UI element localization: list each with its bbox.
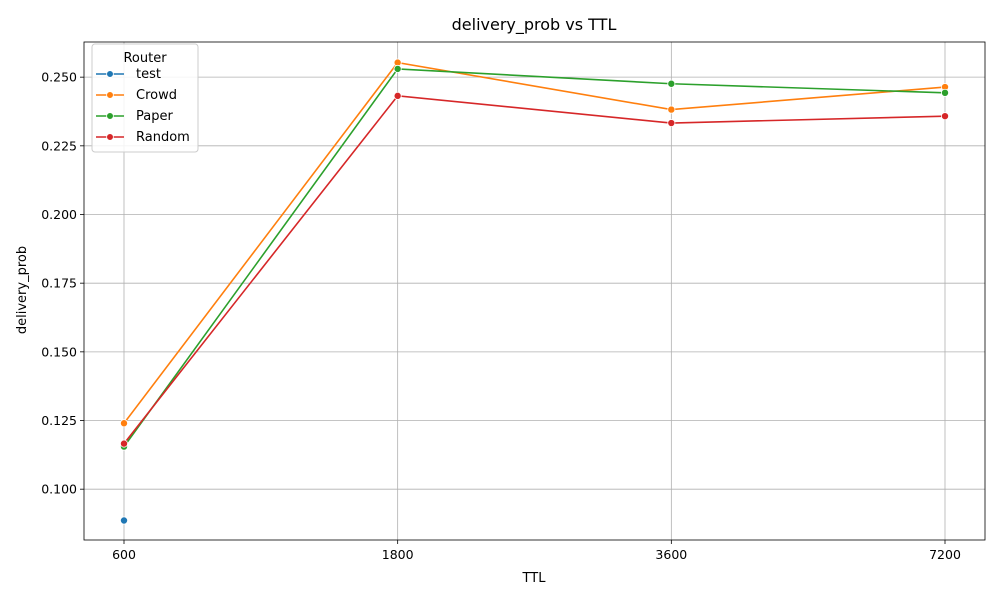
data-point	[941, 112, 950, 121]
legend-item-paper: Paper	[96, 109, 173, 124]
x-tick-label: 1800	[382, 547, 414, 562]
series-layer	[120, 58, 950, 525]
legend-box	[91, 43, 199, 153]
y-tick-label: 0.100	[41, 482, 77, 497]
legend-swatch-marker	[106, 91, 114, 99]
x-axis: 600 1800 3600 7200	[112, 540, 961, 562]
data-point	[393, 64, 402, 73]
x-tick-label: 600	[112, 547, 136, 562]
legend-label: Random	[136, 130, 190, 145]
data-point	[393, 91, 402, 100]
y-tick-label: 0.175	[41, 276, 77, 291]
legend-item-random: Random	[96, 130, 190, 145]
data-point	[667, 79, 676, 88]
legend-swatch-marker	[106, 112, 114, 120]
y-axis: 0.100 0.125 0.150 0.175 0.200 0.225 0.250	[41, 70, 84, 497]
grid-lines	[84, 42, 985, 540]
data-point	[120, 439, 129, 448]
series-random	[120, 91, 950, 448]
x-tick-label: 7200	[929, 547, 961, 562]
data-point	[120, 516, 129, 525]
legend-item-crowd: Crowd	[96, 88, 177, 103]
data-point	[120, 419, 129, 428]
y-tick-label: 0.125	[41, 413, 77, 428]
y-tick-label: 0.200	[41, 207, 77, 222]
series-line	[123, 94, 946, 445]
legend-swatch-marker	[106, 133, 114, 141]
data-point	[667, 105, 676, 114]
y-axis-label: delivery_prob	[15, 246, 30, 334]
legend-items: test Crowd Paper Random	[96, 67, 190, 145]
legend-label: Paper	[136, 109, 173, 124]
x-tick-label: 3600	[655, 547, 687, 562]
plot-area	[83, 41, 986, 541]
legend-label: Crowd	[136, 88, 177, 103]
y-tick-label: 0.225	[41, 138, 77, 153]
legend-title: Router	[123, 51, 167, 66]
legend-swatch-marker	[106, 70, 114, 78]
series-paper	[120, 64, 950, 451]
series-crowd	[120, 58, 950, 428]
legend-label: test	[136, 67, 161, 82]
data-point	[941, 88, 950, 97]
data-point	[667, 119, 676, 128]
series-line	[123, 68, 946, 448]
series-line	[123, 61, 946, 424]
x-axis-label: TTL	[522, 571, 547, 586]
series-test	[120, 516, 129, 525]
y-tick-label: 0.150	[41, 344, 77, 359]
legend: Router test Crowd Paper Random	[91, 43, 199, 153]
legend-item-test: test	[96, 67, 161, 82]
y-tick-label: 0.250	[41, 70, 77, 85]
chart-title: delivery_prob vs TTL	[452, 15, 617, 35]
